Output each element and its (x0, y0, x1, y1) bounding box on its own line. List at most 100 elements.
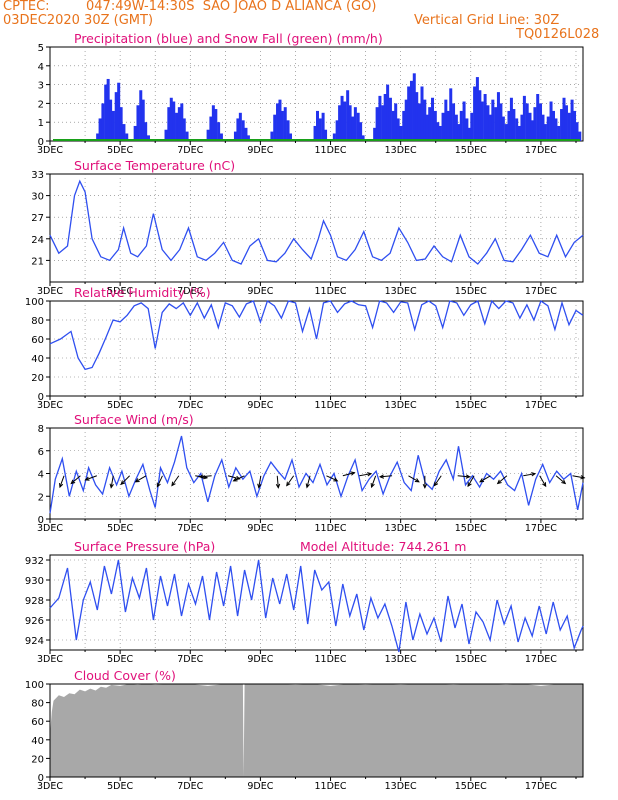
wind-arrow-head (232, 477, 238, 482)
precip-bar (182, 118, 186, 141)
precip-bar (543, 124, 547, 141)
precip-bar (106, 78, 110, 141)
x-tick-label: 5DEC (107, 400, 133, 411)
precip-bar (417, 103, 421, 141)
x-tick-label: 17DEC (525, 523, 557, 534)
precip-bar (185, 131, 189, 141)
precip-bar (515, 118, 519, 141)
y-tick-label: 100 (25, 297, 44, 308)
x-tick-label: 3DEC (37, 781, 63, 792)
y-tick-label: 60 (31, 717, 44, 728)
wind-arrow-shaft (497, 475, 508, 484)
precip-bar (396, 118, 400, 141)
wind-arrow (305, 475, 311, 489)
y-tick-label: 930 (25, 576, 44, 587)
x-tick-label: 5DEC (107, 781, 133, 792)
panel-wind: 0 2 4 6 8 3DEC 5DEC 7DEC 9DEC 11DEC 13DEC 15DEC 17DE… (37, 412, 586, 534)
wind-arrow-shaft (276, 475, 279, 488)
panel-frame (49, 300, 584, 397)
y-tick-label: 27 (31, 213, 44, 224)
panel-cloud: 0 20 40 60 80 100 3DEC 5DEC 7DEC 9DEC 11DEC 13DEC 15… (25, 668, 584, 792)
panel-title: Cloud Cover (%) (74, 668, 176, 683)
precip-bar (407, 86, 411, 141)
precip-bar (467, 127, 471, 141)
precip-bar (318, 118, 322, 141)
precip-bar (409, 80, 413, 141)
precip-bar (564, 105, 568, 141)
precip-bar (356, 112, 360, 141)
panel-frame-overlay (49, 683, 584, 778)
wind-arrow (70, 475, 81, 485)
precip-bar (539, 103, 543, 141)
precip-bar (109, 99, 113, 141)
precip-bar (562, 97, 566, 141)
precip-bar (459, 110, 463, 141)
precip-bar (412, 73, 416, 141)
precip-bar (452, 103, 456, 141)
x-tick-label: 15DEC (455, 400, 487, 411)
precip-bar (480, 101, 484, 141)
y-tick-label: 1 (38, 118, 44, 129)
wind-arrow-head (333, 477, 339, 482)
wind-arrow-head (370, 483, 375, 489)
precip-bar (175, 112, 179, 141)
wind-arrow-shaft (227, 475, 240, 480)
y-tick-label: 40 (31, 354, 44, 365)
wind-arrow-head (275, 483, 281, 489)
precip-bar (244, 127, 248, 141)
precip-bar (233, 131, 237, 141)
precip-bar (473, 86, 477, 141)
precip-bar (164, 129, 168, 141)
wind-arrow (539, 475, 547, 488)
wind-arrow-shaft (408, 475, 420, 483)
x-tick-label: 11DEC (315, 400, 347, 411)
y-tick-label: 80 (31, 699, 44, 710)
wind-arrow (120, 475, 130, 486)
precip-bar (520, 114, 524, 141)
precip-bar (340, 95, 344, 141)
precip-bar (560, 109, 564, 141)
wind-arrow (275, 475, 281, 489)
temp-series-line (49, 179, 584, 265)
precip-bar (373, 127, 377, 141)
x-tick-label: 9DEC (247, 145, 273, 156)
wind-arrow (523, 472, 537, 477)
x-tick-label: 5DEC (107, 654, 133, 665)
x-tick-label: 11DEC (315, 781, 347, 792)
wind-arrow-head (109, 483, 114, 489)
precip-bar (475, 77, 479, 141)
precip-bar (241, 120, 245, 141)
wind-arrow (326, 475, 339, 482)
wind-arrow-head (433, 481, 439, 487)
wind-arrow-shaft (467, 475, 475, 487)
wind-arrow-shaft (326, 475, 338, 482)
header-source: CPTEC: (3, 0, 50, 14)
y-tick-label: 20 (31, 373, 44, 384)
x-tick-label: 13DEC (385, 781, 417, 792)
precip-bar (246, 135, 250, 141)
precip-bar (504, 124, 508, 141)
precip-bar (494, 107, 498, 141)
precip-bar (273, 114, 277, 141)
precip-bar (386, 84, 390, 141)
precip-bar (136, 105, 140, 141)
precip-bar (146, 135, 150, 141)
precip-bar (167, 107, 171, 141)
precip-bar (465, 118, 469, 141)
wind-arrow-shaft (523, 473, 536, 477)
precip-bar (286, 120, 290, 141)
precip-bar (491, 99, 495, 141)
precip-bar (324, 129, 328, 141)
x-tick-label: 13DEC (385, 145, 417, 156)
x-tick-label: 13DEC (385, 286, 417, 297)
precip-bar (359, 122, 363, 141)
y-tick-label: 928 (25, 596, 44, 607)
precip-bar (446, 110, 450, 141)
precip-bar (236, 118, 240, 141)
precip-bar (270, 131, 274, 141)
wind-arrow (134, 475, 147, 483)
y-tick-label: 0 (38, 392, 44, 403)
precip-bar (399, 125, 403, 141)
precip-bar (321, 112, 325, 141)
y-tick-label: 3 (38, 81, 44, 92)
